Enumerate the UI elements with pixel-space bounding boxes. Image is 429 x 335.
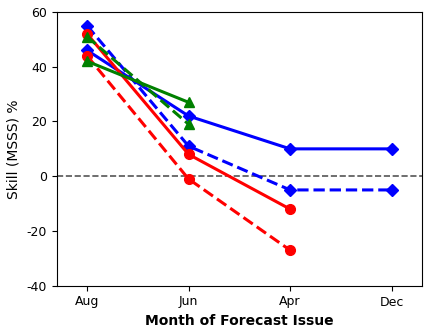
Y-axis label: Skill (MSSS) %: Skill (MSSS) % (7, 99, 21, 199)
X-axis label: Month of Forecast Issue: Month of Forecast Issue (145, 314, 334, 328)
